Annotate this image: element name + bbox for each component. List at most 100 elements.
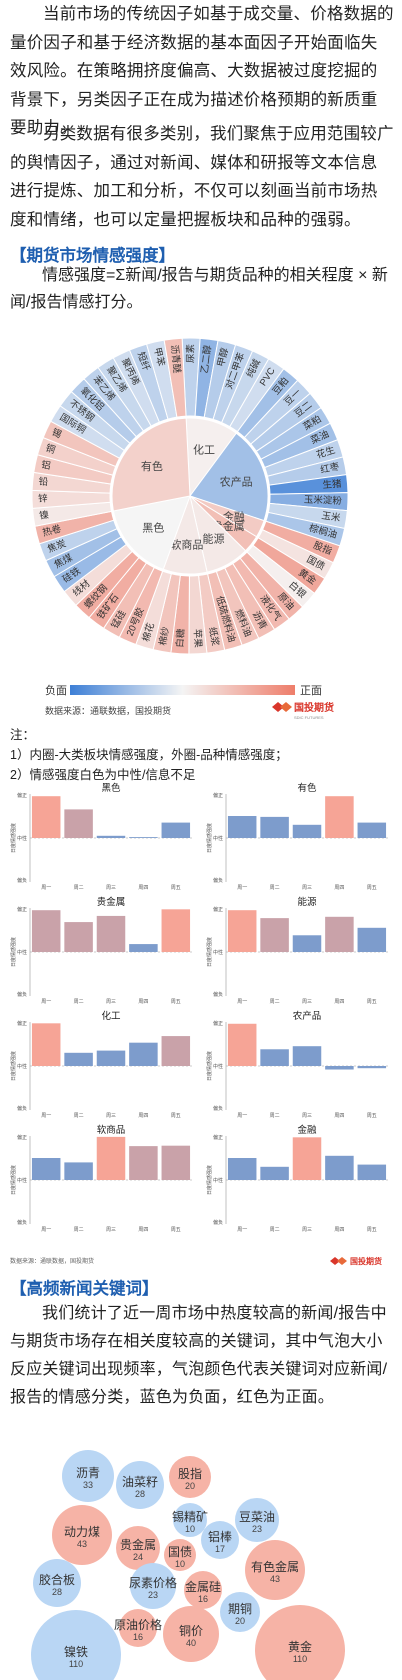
- bubble-label: 豆菜油: [239, 1510, 275, 1524]
- bar: [357, 1066, 387, 1069]
- bubble-circle: [119, 1609, 157, 1647]
- bubble-circle: [169, 1456, 211, 1498]
- bubble-circle: [201, 1521, 239, 1559]
- bar: [292, 1137, 322, 1180]
- y-tick-label: 偏负: [17, 1219, 27, 1226]
- outer-sector-label: 棉纱: [157, 625, 172, 646]
- outer-sector-label: 沥青醚: [168, 344, 183, 374]
- legend-svg: 负面 正面 数据来源：通联数据，国投期货 国投期货 SDIC FUTURES: [45, 683, 334, 720]
- bar: [292, 824, 322, 838]
- bar: [64, 1052, 93, 1066]
- bar: [357, 1164, 387, 1180]
- bar: [260, 1049, 289, 1066]
- outer-sector-label: 热卷: [41, 522, 63, 538]
- x-tick-label: 周一: [237, 1113, 247, 1119]
- bubble-count: 28: [135, 1489, 145, 1499]
- y-tick-label: 中性: [17, 835, 27, 842]
- bar: [161, 909, 191, 952]
- x-tick-label: 周三: [106, 885, 116, 891]
- bars-source: 数据来源：通联数据，国投期货: [10, 1257, 94, 1265]
- outer-sector-label: 花生: [315, 444, 337, 461]
- bar: [357, 822, 387, 838]
- x-tick-label: 周五: [367, 1227, 377, 1233]
- bubble-count: 10: [185, 1524, 195, 1534]
- legend-pos-label: 正面: [300, 685, 322, 697]
- bubble-count: 40: [186, 1638, 196, 1648]
- y-tick-label: 偏负: [17, 1105, 27, 1112]
- x-tick-label: 周五: [367, 1113, 377, 1119]
- x-tick-label: 周一: [237, 1227, 247, 1233]
- y-axis-label: 日度情感强度: [206, 823, 213, 853]
- x-tick-label: 周二: [74, 999, 84, 1005]
- x-tick-label: 周三: [106, 1113, 116, 1119]
- bar: [31, 1158, 61, 1180]
- y-axis-label: 日度情感强度: [206, 1165, 213, 1195]
- bubble-count: 17: [215, 1544, 225, 1554]
- bubble-count: 20: [235, 1616, 245, 1626]
- x-tick-label: 周四: [334, 1227, 344, 1233]
- bubble-label: 胶合板: [39, 1572, 75, 1587]
- note-title: 注：: [10, 728, 36, 742]
- outer-sector-label: 玉米淀粉: [304, 494, 343, 507]
- bubble-label: 期铜: [228, 1601, 252, 1616]
- x-tick-label: 周四: [334, 885, 344, 891]
- bar: [96, 915, 126, 952]
- outer-sector-label: 红枣: [319, 460, 340, 476]
- outer-sector: [163, 337, 187, 418]
- note-1: 1）内圈-大类板块情感强度，外圈-品种情感强度；: [10, 748, 288, 762]
- bar: [260, 816, 289, 838]
- bubble-circle: [245, 1540, 305, 1600]
- inner-sector-label: 黑色: [142, 520, 164, 534]
- outer-sector-label: 玉米: [321, 509, 342, 524]
- bubble-label: 国债: [168, 1545, 192, 1559]
- y-tick-label: 偏正: [17, 1020, 27, 1027]
- bubble-count: 110: [293, 1654, 307, 1664]
- x-tick-label: 周三: [106, 999, 116, 1005]
- y-tick-label: 偏正: [213, 1020, 223, 1027]
- sdic-logo: 国投期货 SDIC FUTURES: [272, 701, 334, 720]
- bubble-count: 33: [83, 1480, 93, 1490]
- bubble-circle: [52, 1505, 112, 1565]
- outer-sector-label: 铜: [44, 442, 57, 456]
- y-tick-label: 中性: [213, 835, 223, 842]
- bubble-label: 沥青: [76, 1466, 100, 1480]
- sentiment-formula: 情感强度=Σ新闻/报告与期货品种的相关程度 × 新闻/报告情感打分。: [10, 267, 388, 311]
- bubble-circle: [116, 1461, 164, 1509]
- bar: [260, 918, 289, 952]
- bubble-circle: [220, 1592, 260, 1632]
- bar: [161, 1036, 191, 1066]
- bar-chart-title: 金融: [297, 1124, 317, 1136]
- x-tick-label: 周五: [171, 1113, 181, 1119]
- note-2: 2）情感强度白色为中性/信息不足: [10, 768, 196, 782]
- bubble-circle: [31, 1610, 121, 1680]
- x-tick-label: 周三: [302, 999, 312, 1005]
- bubble-label: 原油价格: [114, 1617, 162, 1632]
- x-tick-label: 周二: [74, 885, 84, 891]
- x-tick-label: 周一: [41, 1113, 51, 1119]
- keywords-paragraph: 我们统计了近一周市场中热度较高的新闻/报告中与期货市场存在相关度较高的关键词，其…: [10, 1305, 388, 1406]
- outer-sector-label: 甲苯: [151, 346, 167, 368]
- bar: [325, 796, 354, 838]
- logo-subtext: SDIC FUTURES: [294, 715, 324, 720]
- logo-text: 国投期货: [294, 701, 334, 714]
- bar: [227, 1158, 257, 1180]
- y-axis-label: 日度情感强度: [10, 823, 17, 853]
- x-tick-label: 周三: [302, 1227, 312, 1233]
